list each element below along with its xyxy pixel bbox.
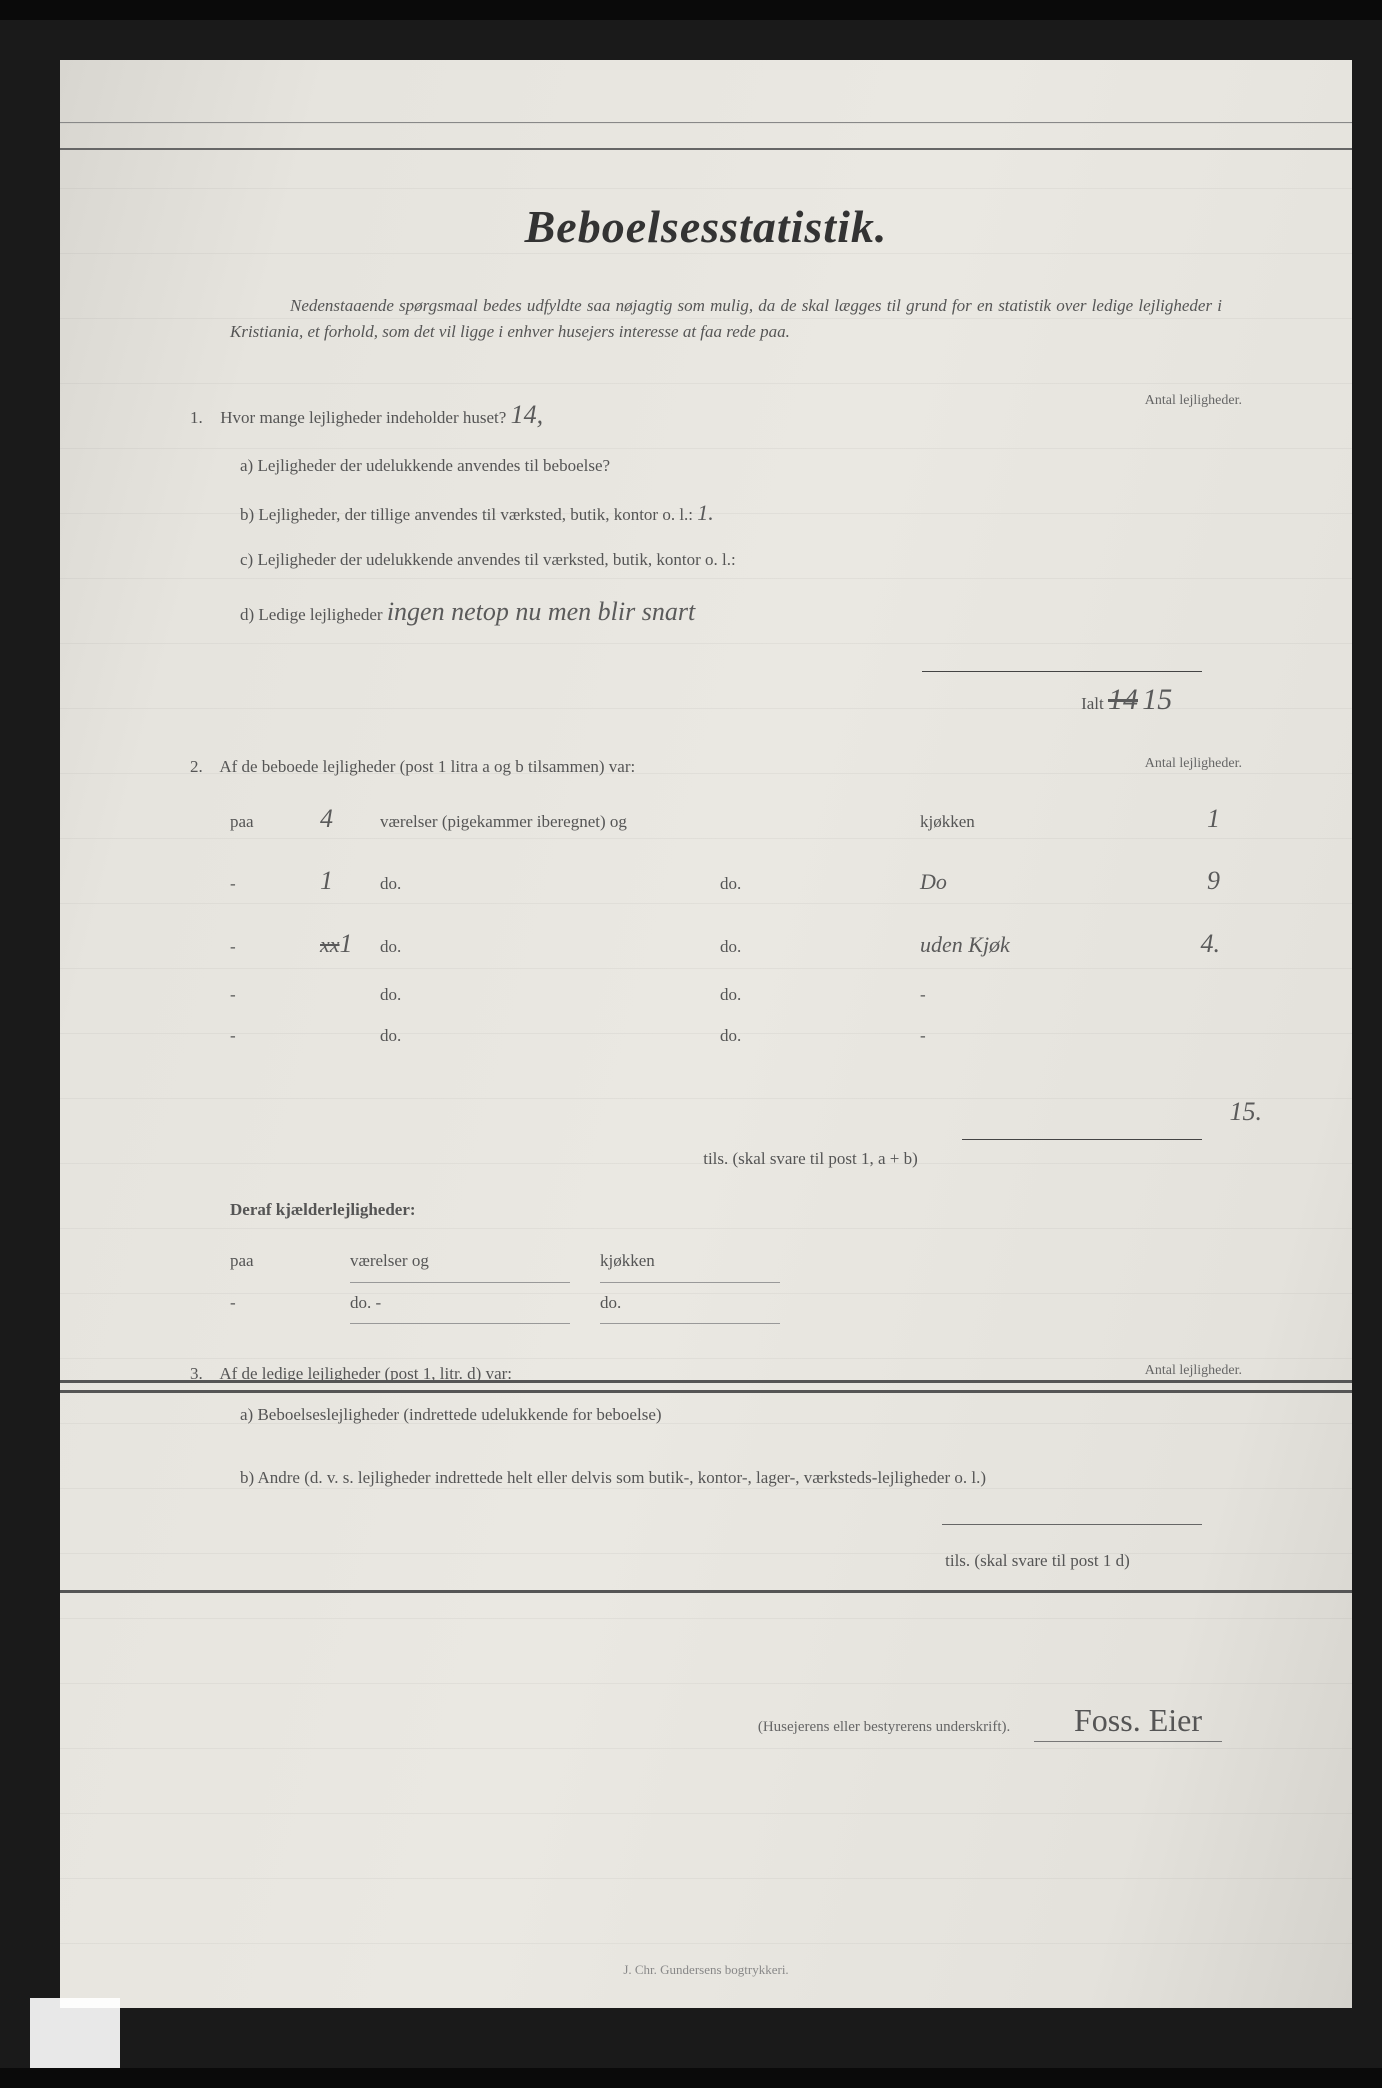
signature-label: (Husejerens eller bestyrerens underskrif…: [758, 1719, 1010, 1735]
cell-kitchen: -: [920, 1016, 1140, 1057]
cell-label: do.: [380, 1016, 720, 1057]
cell-rooms-val: 1: [340, 913, 353, 975]
cell-paa: -: [230, 864, 320, 905]
q1-answer: 14,: [511, 384, 544, 446]
q1-text: Hvor mange lejligheder indeholder huset?: [220, 408, 506, 427]
q1-d: d) Ledige lejligheder ingen netop nu men…: [240, 581, 1242, 643]
subtotal-row: 15. tils. (skal svare til post 1, a + b): [190, 1077, 1202, 1180]
cell-count: 4.: [1140, 913, 1220, 975]
cell-paa: paa: [230, 802, 320, 843]
question-3: Antal lejligheder. 3. Af de ledige lejli…: [190, 1354, 1242, 1436]
separator-line: [60, 1590, 1352, 1593]
cell-do: do.: [600, 1283, 780, 1325]
document-page: Beboelsesstatistik. Nedenstaaende spørgs…: [60, 60, 1352, 2008]
cell-kitchen: kjøkken: [920, 802, 1140, 843]
cell-paa: paa: [230, 1241, 350, 1282]
divider: [942, 1524, 1202, 1525]
table-row: - 1 do. do. Do 9: [230, 850, 1242, 912]
cell-kitchen: Do: [920, 856, 1140, 909]
table-row: - do. do. -: [230, 975, 1242, 1016]
table-row: - xx1 do. do. uden Kjøk 4.: [230, 913, 1242, 975]
q1-b: b) Lejligheder, der tillige anvendes til…: [240, 487, 1242, 540]
signature-area: (Husejerens eller bestyrerens underskrif…: [150, 1702, 1262, 1742]
q1-number: 1.: [190, 398, 216, 439]
rule-line-thick: [60, 148, 1352, 150]
cell-rooms: xx1: [320, 913, 380, 975]
cell-label: do.: [380, 864, 720, 905]
signature: Foss. Eier: [1034, 1702, 1222, 1742]
cell-label: do.: [380, 927, 720, 968]
question-2: Antal lejligheder. 2. Af de beboede lejl…: [190, 747, 1242, 1324]
cell-paa: -: [230, 975, 320, 1016]
question-1: Antal lejligheder. 1. Hvor mange lejligh…: [190, 384, 1242, 643]
cell-rooms: 4: [320, 788, 380, 850]
tils-label: tils. (skal svare til post 1, a + b): [703, 1149, 918, 1168]
q3-a: a) Beboelseslejligheder (indrettede udel…: [240, 1395, 1242, 1436]
column-header: Antal lejligheder.: [1145, 747, 1242, 781]
cell-label: do.: [380, 975, 720, 1016]
ialt-label: Ialt: [1081, 694, 1104, 713]
cell-do: do.: [720, 864, 920, 905]
cell-paa: -: [230, 1283, 350, 1324]
cell-kitchen: -: [920, 975, 1140, 1016]
cellar-table: paa værelser og kjøkken - do. - do.: [230, 1241, 1242, 1325]
table-row: - do. - do.: [230, 1283, 1242, 1325]
divider: [962, 1139, 1202, 1140]
scan-frame: Beboelsesstatistik. Nedenstaaende spørgs…: [0, 20, 1382, 2068]
rule-line: [60, 122, 1352, 123]
cell-do: do.: [720, 1016, 920, 1057]
printer-credit: J. Chr. Gundersens bogtrykkeri.: [60, 1962, 1352, 1978]
q3-b: b) Andre (d. v. s. lejligheder indretted…: [240, 1456, 1242, 1500]
divider: [922, 671, 1202, 672]
table-row: - do. do. -: [230, 1016, 1242, 1057]
tils-value: 15.: [1230, 1081, 1263, 1143]
q3-tils-row: tils. (skal svare til post 1 d): [190, 1500, 1202, 1582]
scan-tab: [30, 1998, 120, 2068]
q1-d-answer: ingen netop nu men blir snart: [387, 581, 695, 643]
q1-c: c) Lejligheder der udelukkende anvendes …: [240, 540, 1242, 581]
q1-a: a) Lejligheder der udelukkende anvendes …: [240, 446, 1242, 487]
separator-line: [60, 1380, 1352, 1383]
cell-do: do.: [720, 975, 920, 1016]
q2-number: 2.: [190, 747, 216, 788]
ialt-total-row: Ialt 14 15: [150, 663, 1202, 717]
page-title: Beboelsesstatistik.: [150, 200, 1262, 253]
rooms-table: paa 4 værelser (pigekammer iberegnet) og…: [230, 788, 1242, 1057]
q1-b-text: b) Lejligheder, der tillige anvendes til…: [240, 505, 693, 524]
cellar-heading: Deraf kjælderlejligheder:: [230, 1190, 1242, 1231]
cell-count: 1: [1140, 788, 1220, 850]
q2-text: Af de beboede lejligheder (post 1 litra …: [219, 757, 635, 776]
q1-b-answer: 1.: [697, 487, 714, 540]
cell-paa: -: [230, 927, 320, 968]
cell-rooms-label: værelser og: [350, 1241, 570, 1283]
q3-tils-label: tils. (skal svare til post 1 d): [945, 1551, 1130, 1570]
cell-do: do.: [720, 927, 920, 968]
separator-line: [60, 1390, 1352, 1393]
column-header: Antal lejligheder.: [1145, 384, 1242, 418]
cell-paa: -: [230, 1016, 320, 1057]
intro-paragraph: Nedenstaaende spørgsmaal bedes udfyldte …: [230, 293, 1222, 344]
cell-kitchen: uden Kjøk: [920, 919, 1140, 972]
q3-b-section: b) Andre (d. v. s. lejligheder indretted…: [190, 1456, 1242, 1582]
cell-rooms: 1: [320, 850, 380, 912]
table-row: paa værelser og kjøkken: [230, 1241, 1242, 1283]
ialt-struck: 14: [1108, 683, 1138, 717]
cell-kitchen-label: kjøkken: [600, 1241, 780, 1283]
q1-d-text: d) Ledige lejligheder: [240, 605, 383, 624]
cell-label: værelser (pigekammer iberegnet) og: [380, 802, 720, 843]
cell-count: 9: [1140, 850, 1220, 912]
cell-do: do. -: [350, 1283, 570, 1325]
table-row: paa 4 værelser (pigekammer iberegnet) og…: [230, 788, 1242, 850]
ialt-value: 15: [1142, 683, 1172, 717]
struck-text: xx: [320, 919, 340, 972]
q3-number: 3.: [190, 1354, 216, 1395]
